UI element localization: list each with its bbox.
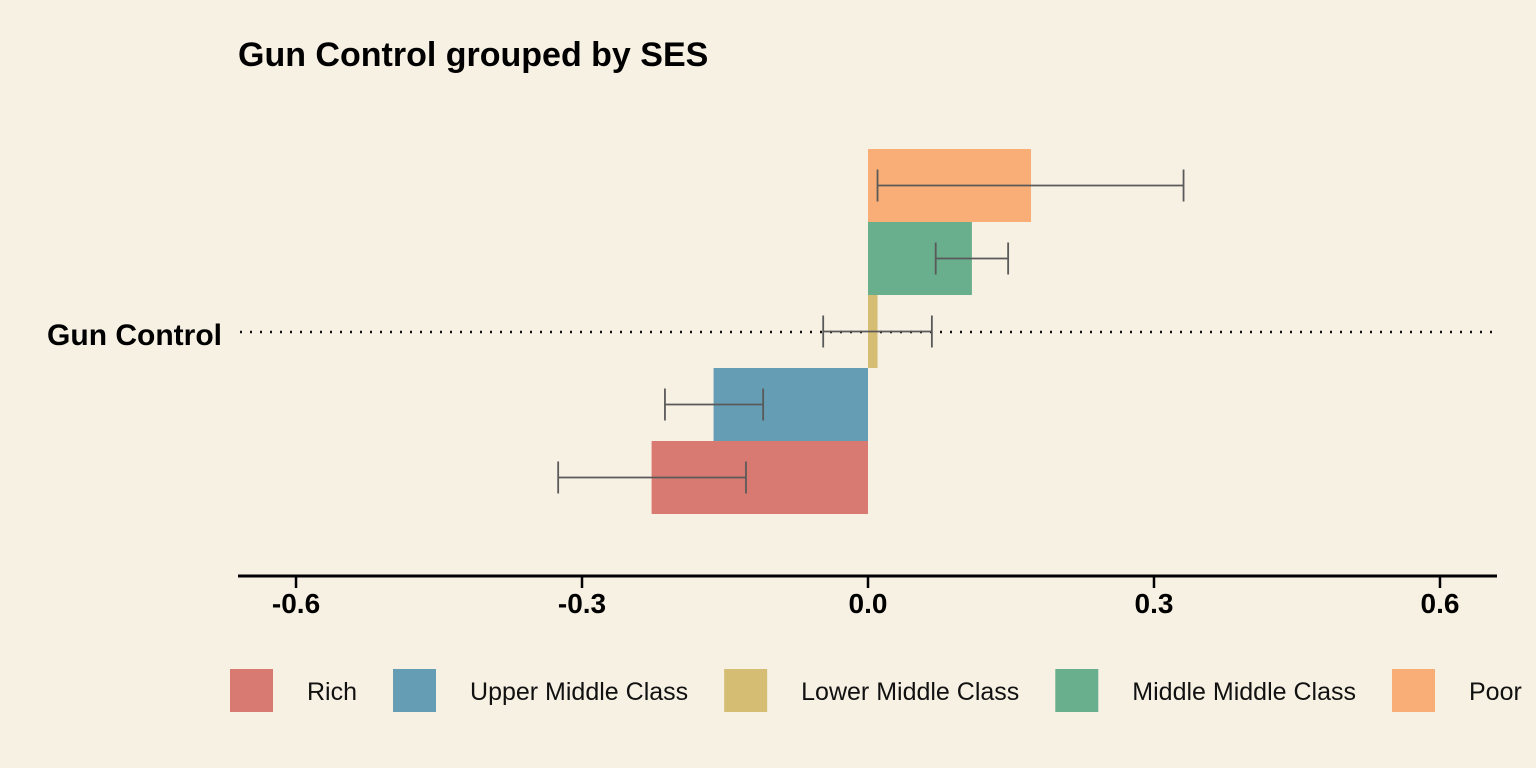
x-tick-label: 0.3 <box>1135 588 1174 619</box>
x-tick-label: 0.6 <box>1421 588 1460 619</box>
legend-item-middle-middle-class: Middle Middle Class <box>1055 669 1356 712</box>
legend-label: Poor <box>1469 678 1522 706</box>
legend-item-upper-middle-class: Upper Middle Class <box>393 669 688 712</box>
legend-item-rich: Rich <box>230 669 357 712</box>
legend-swatch <box>230 669 273 712</box>
error-bar-middle-middle-class <box>934 242 1010 275</box>
legend-label: Rich <box>307 678 357 706</box>
legend-label: Lower Middle Class <box>801 678 1019 706</box>
error-bars-group <box>557 169 1185 494</box>
legend-swatch <box>724 669 768 712</box>
x-tick-label: -0.3 <box>558 588 606 619</box>
error-bar-lower-middle-class <box>822 315 933 348</box>
error-bar-upper-middle-class <box>664 388 765 421</box>
error-bar-poor <box>876 169 1185 202</box>
legend-item-lower-middle-class: Lower Middle Class <box>724 669 1019 712</box>
legend-swatch <box>393 669 437 712</box>
x-axis-ticks: -0.6 -0.3 0.0 0.3 0.6 <box>272 576 1460 619</box>
legend-item-poor: Poor <box>1392 669 1522 712</box>
x-tick-label: -0.6 <box>272 588 320 619</box>
x-tick-label: 0.0 <box>849 588 888 619</box>
chart-title: Gun Control grouped by SES <box>238 36 708 74</box>
legend: Rich Upper Middle Class Lower Middle Class… <box>230 669 1522 712</box>
error-bar-rich <box>557 461 747 494</box>
legend-label: Middle Middle Class <box>1132 678 1356 706</box>
legend-swatch <box>1392 669 1435 712</box>
category-label-gun-control: Gun Control <box>47 319 222 352</box>
legend-swatch <box>1055 669 1099 712</box>
legend-label: Upper Middle Class <box>470 678 688 706</box>
